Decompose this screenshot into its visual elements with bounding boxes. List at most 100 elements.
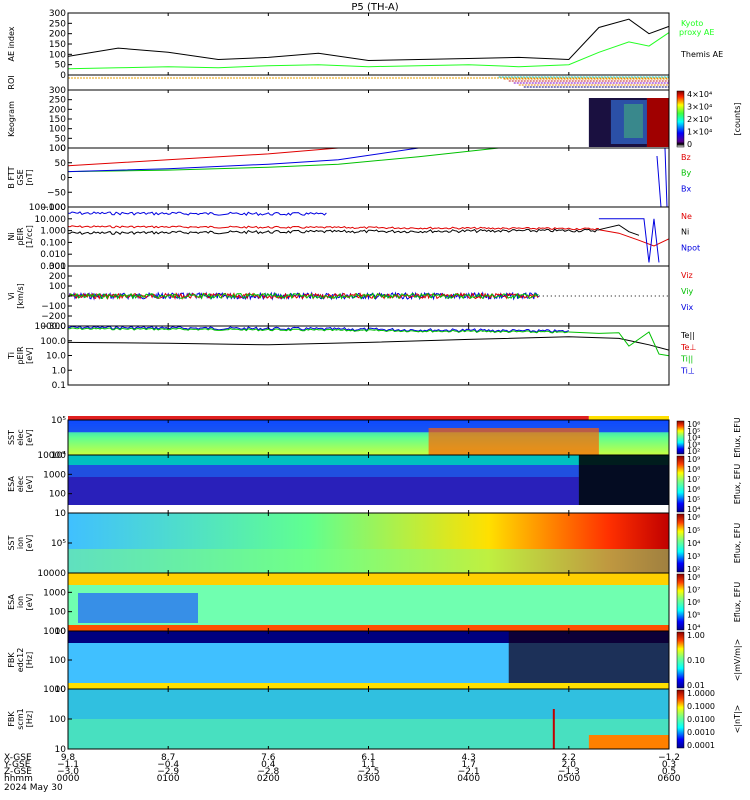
ae-series-kyoto [67, 32, 670, 70]
colorbar-tick: 10⁸ [687, 465, 700, 474]
ytick-label: 10 [55, 685, 67, 695]
ytick-label: 150 [49, 40, 66, 50]
footer-value: −2.5 [358, 767, 380, 777]
colorbar-tick: 10⁵ [687, 526, 700, 535]
panel-frame-ae [67, 12, 670, 76]
spectrogram-band [78, 593, 198, 623]
legend-entry: Te⊥ [680, 343, 696, 352]
colorbar-tick: 10³ [687, 552, 700, 561]
colorbar-tick: 10² [687, 447, 700, 456]
ytick-label: 100 [49, 50, 66, 60]
spectrogram-band [578, 455, 669, 513]
density-npot-tail [598, 218, 660, 263]
y-axis-label: [1/cc] [25, 225, 34, 248]
footer-value: 0500 [557, 774, 580, 784]
ytick-label: 100 [49, 715, 66, 725]
y-axis-label: [km/s] [16, 283, 25, 309]
ytick-label: 10 [55, 509, 67, 519]
density-ne [67, 225, 599, 231]
footer-value: −1.3 [558, 767, 580, 777]
footer-value: 6.1 [361, 753, 375, 763]
ytick-label: 100 [49, 656, 66, 666]
mode-bar-slow [68, 416, 589, 420]
colorbar-tick: 2×10⁴ [687, 115, 712, 124]
ytick-label: 1000 [43, 588, 66, 598]
footer-row-label: 2024 May 30 [4, 783, 63, 793]
footer-value: 2.0 [562, 760, 577, 770]
colorbar-tick: 0.0100 [687, 715, 715, 724]
footer-value: 0.5 [662, 767, 676, 777]
spectrogram-band [68, 573, 669, 585]
y-axis-label: scm1 [16, 708, 25, 729]
colorbar-label: Eflux, EFU [733, 417, 742, 458]
colorbar-tick: 10² [687, 565, 700, 574]
ytick-label: 10 [55, 745, 67, 755]
y-axis-label: [eV] [25, 429, 34, 446]
legend-entry: Viy [681, 287, 694, 296]
ytick-label: 200 [49, 30, 66, 40]
y-axis-label: ROI [7, 75, 16, 89]
colorbar-tick: 10⁷ [687, 586, 700, 595]
figure-title: P5 (TH-A) [351, 2, 398, 13]
legend-entry: Vix [681, 303, 694, 312]
spectrogram-band [68, 549, 669, 573]
colorbar-tick: 0.01 [687, 681, 705, 690]
ytick-label: 300 [49, 9, 66, 19]
spectrogram-band [68, 455, 669, 465]
colorbar-label: Eflux, EFU [733, 523, 742, 564]
footer-value: −1.1 [57, 760, 79, 770]
ytick-label: 50 [55, 134, 67, 144]
colorbar-tick: 0.10 [687, 656, 705, 665]
colorbar-tick: 10⁵ [687, 427, 700, 436]
ytick-label: 0 [60, 71, 66, 81]
density-ne-tail [598, 229, 670, 247]
ytick-label: 100 [49, 144, 66, 154]
ytick-label: 0.100 [40, 238, 66, 248]
ytick-label: 0.1 [52, 381, 66, 391]
colorbar-tick: 10⁶ [687, 485, 700, 494]
colorbar-tick: 1.0000 [687, 689, 715, 698]
y-axis-label: ion [16, 537, 25, 549]
colorbar-label: Eflux, EFU [733, 582, 742, 623]
colorbar-tick: 10⁷ [687, 475, 700, 484]
ytick-label: 0.001 [40, 262, 66, 272]
legend-entry: Ti⊥ [680, 366, 695, 375]
colorbar-tick: 10⁶ [687, 598, 700, 607]
ytick-label: 10⁴ [51, 451, 66, 461]
footer-value: 0200 [257, 774, 280, 784]
footer-value: 2.2 [562, 753, 576, 763]
ytick-label: 100 [49, 608, 66, 618]
temp-tiperp [67, 325, 569, 333]
ytick-label: 10 [55, 627, 67, 637]
colorbar-tick: 10⁴ [687, 623, 700, 632]
b-series-Bx [67, 147, 499, 173]
y-axis-label: pEIR [16, 227, 25, 245]
ytick-label: 250 [49, 96, 66, 106]
ytick-label: 50 [55, 159, 67, 169]
y-axis-label: SST [7, 535, 16, 550]
y-axis-label: [Hz] [25, 652, 34, 668]
ytick-label: 250 [49, 19, 66, 29]
footer-value: 0300 [357, 774, 380, 784]
footer-value: −2.1 [458, 767, 480, 777]
velocity-viy [67, 292, 539, 300]
colorbar-tick: 10⁶ [687, 513, 700, 522]
y-axis-label: elec [16, 429, 25, 445]
mode-bar-fast [588, 416, 669, 420]
footer-value: 4.3 [462, 753, 476, 763]
ytick-label: 0 [60, 292, 66, 302]
ytick-label: 10.000 [35, 215, 67, 225]
y-axis-label: Keogram [7, 101, 16, 137]
density-ni [67, 228, 599, 235]
footer-value: −2.9 [157, 767, 179, 777]
spectrogram-band [588, 735, 669, 749]
temp-tipar [67, 327, 569, 334]
ytick-label: 10⁵ [51, 416, 66, 426]
legend-entry: Kyoto [681, 19, 703, 28]
temp-tail [568, 331, 670, 357]
ytick-label: 10000 [37, 569, 66, 579]
colorbar-sst_i [676, 513, 685, 573]
y-axis-label: [Hz] [25, 711, 34, 727]
y-axis-label: pEIR [16, 346, 25, 364]
b-spike [656, 155, 662, 208]
